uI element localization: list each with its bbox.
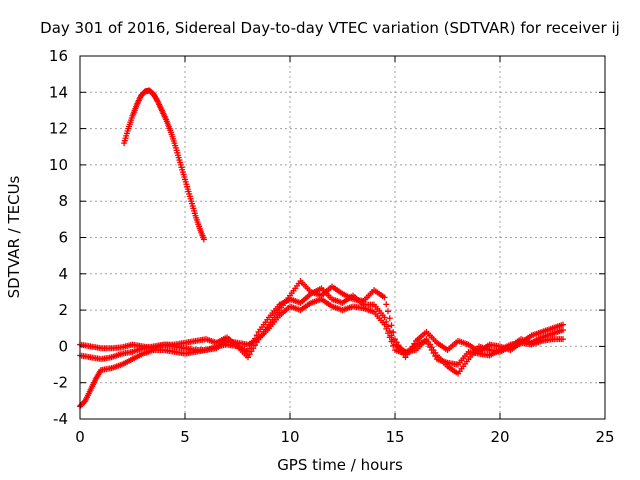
y-tick-label: 12	[49, 120, 68, 138]
data-point	[252, 342, 258, 349]
data-point	[425, 340, 432, 347]
y-tick-label: 4	[58, 265, 68, 283]
data-point	[381, 314, 388, 321]
data-point	[428, 347, 435, 354]
data-point	[390, 329, 397, 336]
data-point	[250, 345, 257, 352]
axis-ticks: 0 5 10 15 20 25 -4 -2 0 2 4 6 8 10 12 14 16	[49, 47, 615, 446]
y-tick-label: 10	[49, 156, 68, 174]
x-tick-label: 10	[280, 428, 299, 446]
grid	[80, 56, 605, 419]
data-point	[246, 351, 253, 358]
y-tick-label: -2	[53, 374, 68, 392]
data-point	[248, 348, 255, 355]
data-point	[423, 337, 430, 344]
y-tick-label: -4	[53, 410, 68, 428]
data-point	[245, 354, 251, 361]
data-point	[560, 336, 566, 343]
y-tick-label: 2	[58, 301, 68, 319]
x-tick-label: 5	[180, 428, 190, 446]
plot-frame	[79, 55, 606, 420]
data-point	[388, 338, 395, 345]
data-point	[560, 321, 566, 328]
x-tick-label: 0	[75, 428, 85, 446]
data-point	[390, 342, 397, 349]
data-point	[200, 236, 207, 243]
data-point	[427, 344, 433, 351]
data-point	[386, 315, 393, 322]
data-point	[385, 308, 391, 315]
y-tick-label: 6	[58, 229, 68, 247]
data-point	[560, 327, 566, 334]
y-tick-label: 16	[49, 47, 68, 65]
data-point	[432, 353, 439, 360]
y-tick-label: 14	[49, 83, 68, 101]
data-point	[381, 321, 388, 328]
series-arc-high	[121, 87, 207, 243]
y-tick-label: 0	[58, 337, 68, 355]
x-axis-label: GPS time / hours	[277, 456, 403, 474]
series-track-c	[77, 296, 566, 410]
data-point	[385, 330, 391, 337]
chart-title: Day 301 of 2016, Sidereal Day-to-day VTE…	[40, 19, 620, 37]
data-point	[253, 332, 260, 339]
y-axis-label: SDTVAR / TECUs	[5, 175, 23, 298]
data-point	[383, 325, 390, 332]
data-point	[386, 334, 393, 341]
y-tick-label: 8	[58, 192, 68, 210]
data-points	[77, 87, 566, 410]
data-point	[430, 350, 437, 357]
x-tick-label: 20	[490, 428, 509, 446]
data-point	[253, 339, 260, 346]
x-tick-label: 25	[595, 428, 614, 446]
data-point	[388, 322, 395, 329]
x-tick-label: 15	[385, 428, 404, 446]
data-point	[381, 294, 388, 301]
data-point	[383, 301, 390, 308]
